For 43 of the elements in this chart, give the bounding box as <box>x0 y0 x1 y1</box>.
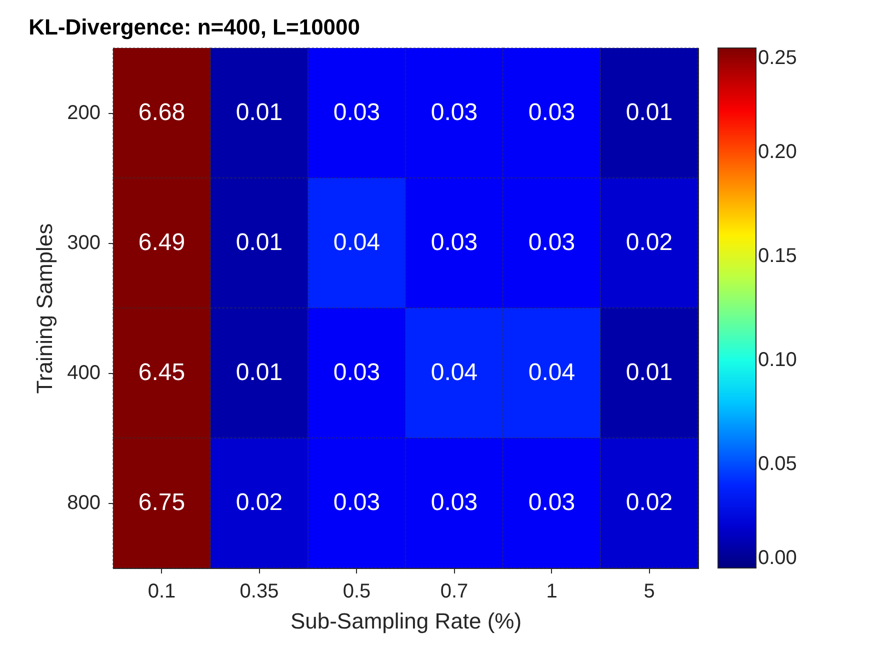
data-label: 0.01 <box>236 359 283 386</box>
color-bar-label: 0.00 <box>758 547 797 569</box>
y-tick-label: 800 <box>67 492 100 514</box>
y-tick-label: 300 <box>67 232 100 254</box>
data-label: 0.02 <box>626 489 673 516</box>
data-label: 0.04 <box>333 229 380 256</box>
data-label: 0.03 <box>528 489 576 516</box>
x-tick-label: 0.5 <box>342 580 371 602</box>
x-axis-title: Sub-Sampling Rate (%) <box>290 608 522 634</box>
data-label: 0.03 <box>430 489 478 516</box>
color-bar-label: 0.10 <box>758 349 797 371</box>
data-label: 0.03 <box>528 99 576 126</box>
x-tick-label: 0.7 <box>440 580 468 602</box>
color-bar-label: 0.15 <box>758 245 797 267</box>
data-label: 6.75 <box>138 489 186 516</box>
y-tick-label: 200 <box>67 102 100 124</box>
data-label: 0.01 <box>626 99 673 126</box>
data-label: 0.03 <box>333 99 380 126</box>
data-label: 0.03 <box>430 99 478 126</box>
chart-title: KL-Divergence: n=400, L=10000 <box>28 14 360 40</box>
data-label: 0.04 <box>528 359 576 386</box>
y-tick-label: 400 <box>67 362 100 384</box>
color-bar-label: 0.05 <box>758 453 797 475</box>
data-label: 0.01 <box>236 99 283 126</box>
data-label: 0.01 <box>236 229 283 256</box>
y-axis-title: Training Samples <box>32 223 58 394</box>
data-label: 0.01 <box>626 359 673 386</box>
data-label: 0.04 <box>430 359 478 386</box>
data-label: 0.02 <box>626 229 673 256</box>
data-label: 6.68 <box>138 99 186 126</box>
x-tick-label: 5 <box>644 580 655 602</box>
data-label: 0.03 <box>333 489 380 516</box>
data-label: 6.45 <box>138 359 186 386</box>
x-tick-label: 1 <box>546 580 558 602</box>
data-label: 0.03 <box>430 229 478 256</box>
color-bar-label: 0.20 <box>758 141 797 163</box>
x-tick-label: 0.1 <box>148 580 176 602</box>
data-label: 6.49 <box>138 229 186 256</box>
x-tick-label: 0.35 <box>240 580 279 602</box>
data-label: 0.03 <box>333 359 380 386</box>
color-bar-label: 0.25 <box>758 47 797 69</box>
data-label: 0.03 <box>528 229 576 256</box>
data-label: 0.02 <box>236 489 283 516</box>
